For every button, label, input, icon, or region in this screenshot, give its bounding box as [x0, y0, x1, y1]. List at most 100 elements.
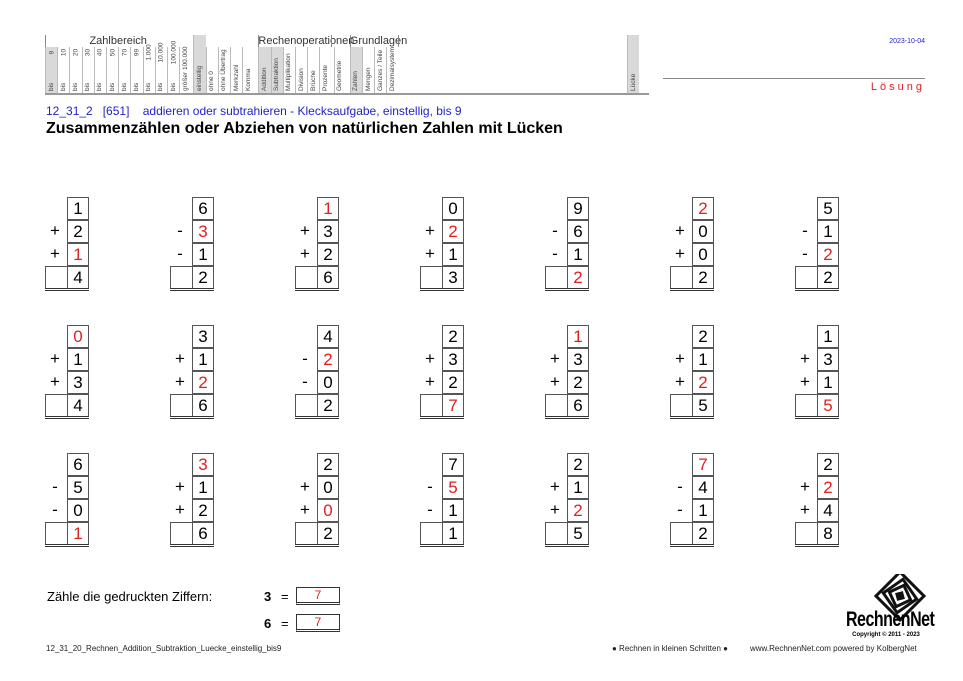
plus-operator: + [550, 500, 560, 519]
answer-cell[interactable]: 3 [192, 453, 214, 476]
result-empty-cell [295, 394, 317, 417]
given-digit-cell: 3 [67, 371, 89, 394]
answer-cell[interactable]: 1 [317, 197, 339, 220]
given-digit-cell: 1 [192, 243, 214, 266]
answer-cell[interactable]: 2 [442, 220, 464, 243]
given-digit-cell: 1 [192, 476, 214, 499]
result-empty-cell [420, 266, 442, 289]
answer-cell[interactable]: 2 [567, 499, 589, 522]
minus-operator: - [677, 477, 683, 496]
double-underline [670, 544, 714, 547]
range-prefix-label: größer 100.000 [181, 46, 189, 91]
category-label: Dezimalsystem [388, 46, 396, 91]
result-cell: 4 [67, 266, 89, 289]
count-answer-box-6[interactable]: 7 [296, 614, 340, 632]
count-digits-label: Zähle die gedruckten Ziffern: [47, 589, 213, 604]
answer-cell[interactable]: 2 [692, 197, 714, 220]
grundlagen-col: Zahlen [349, 47, 362, 93]
category-label: Mengen [364, 67, 372, 92]
answer-cell[interactable]: 0 [317, 499, 339, 522]
given-digit-cell: 1 [442, 243, 464, 266]
minus-operator: - [802, 244, 808, 263]
plus-operator: + [175, 372, 185, 391]
minus-operator: - [427, 500, 433, 519]
range-limit-label: 20 [72, 48, 80, 57]
double-underline [45, 288, 89, 291]
answer-cell[interactable]: 1 [67, 243, 89, 266]
operator-slot [422, 453, 438, 476]
range-limit-label: 9 [48, 50, 56, 55]
double-underline [545, 416, 589, 419]
answer-cell[interactable]: 3 [192, 220, 214, 243]
answer-cell[interactable]: 0 [67, 325, 89, 348]
given-digit-cell: 2 [442, 325, 464, 348]
operation-col: Subtraktion [270, 47, 283, 93]
grundlagen-col: Mengen [362, 47, 374, 93]
zahlbereich-col: 70 bis [118, 47, 130, 93]
range-prefix-label: bis [96, 82, 104, 91]
result-cell: 8 [817, 522, 839, 545]
given-digit-cell: 0 [442, 197, 464, 220]
range-limit-label: 40 [96, 48, 104, 57]
plus-operator: + [425, 244, 435, 263]
math-problem: 1 +3 +2 6 [295, 197, 343, 293]
footer-credits[interactable]: www.RechnenNet.com powered by KolbergNet [750, 644, 917, 653]
misc-col: Komma [242, 47, 254, 93]
given-digit-cell: 0 [692, 243, 714, 266]
given-digit-cell: 3 [192, 325, 214, 348]
result-answer-cell[interactable]: 1 [67, 522, 89, 545]
result-answer-cell[interactable]: 5 [817, 394, 839, 417]
answer-cell[interactable]: 1 [567, 325, 589, 348]
plus-operator: + [175, 500, 185, 519]
range-limit-label: 99 [133, 48, 141, 57]
plus-operator: + [425, 349, 435, 368]
result-empty-cell [295, 266, 317, 289]
range-prefix-label: bis [71, 82, 79, 91]
result-answer-cell[interactable]: 7 [442, 394, 464, 417]
operator-slot [172, 453, 188, 476]
double-underline [45, 416, 89, 419]
col-luecke: Lücke [627, 35, 640, 93]
answer-cell[interactable]: 2 [192, 371, 214, 394]
range-limit-label: 10 [60, 48, 68, 57]
zahlbereich-col: 10 bis [57, 47, 69, 93]
answer-cell[interactable]: 2 [317, 348, 339, 371]
answer-cell[interactable]: 2 [817, 243, 839, 266]
given-digit-cell: 2 [67, 220, 89, 243]
plus-operator: + [300, 500, 310, 519]
plus-operator: + [800, 477, 810, 496]
double-underline [295, 416, 339, 419]
operator-slot [547, 453, 563, 476]
answer-cell[interactable]: 2 [692, 371, 714, 394]
answer-cell[interactable]: 7 [692, 453, 714, 476]
result-empty-cell [670, 394, 692, 417]
plus-operator: + [675, 244, 685, 263]
result-empty-cell [545, 266, 567, 289]
range-limit-label: 70 [121, 48, 129, 57]
operator-slot [547, 325, 563, 348]
minus-operator: - [52, 500, 58, 519]
operator-slot [422, 325, 438, 348]
answer-cell[interactable]: 5 [442, 476, 464, 499]
operator-slot [547, 197, 563, 220]
count-answer-box-3[interactable]: 7 [296, 587, 340, 605]
minus-operator: - [177, 221, 183, 240]
category-label: Prozente [321, 64, 329, 91]
result-empty-cell [170, 394, 192, 417]
double-underline [170, 416, 214, 419]
plus-operator: + [300, 477, 310, 496]
minus-operator: - [427, 477, 433, 496]
category-label: Subtraktion [273, 58, 281, 91]
minus-operator: - [552, 221, 558, 240]
plus-operator: + [300, 221, 310, 240]
given-digit-cell: 0 [317, 476, 339, 499]
minus-operator: - [302, 349, 308, 368]
given-digit-cell: 7 [442, 453, 464, 476]
group-rechenoperationen: Rechenoperationen [258, 35, 355, 47]
result-cell: 5 [567, 522, 589, 545]
answer-cell[interactable]: 2 [817, 476, 839, 499]
math-problem: 2 +0 +0 2 [295, 453, 343, 549]
double-underline [420, 288, 464, 291]
given-digit-cell: 1 [67, 197, 89, 220]
result-answer-cell[interactable]: 2 [567, 266, 589, 289]
